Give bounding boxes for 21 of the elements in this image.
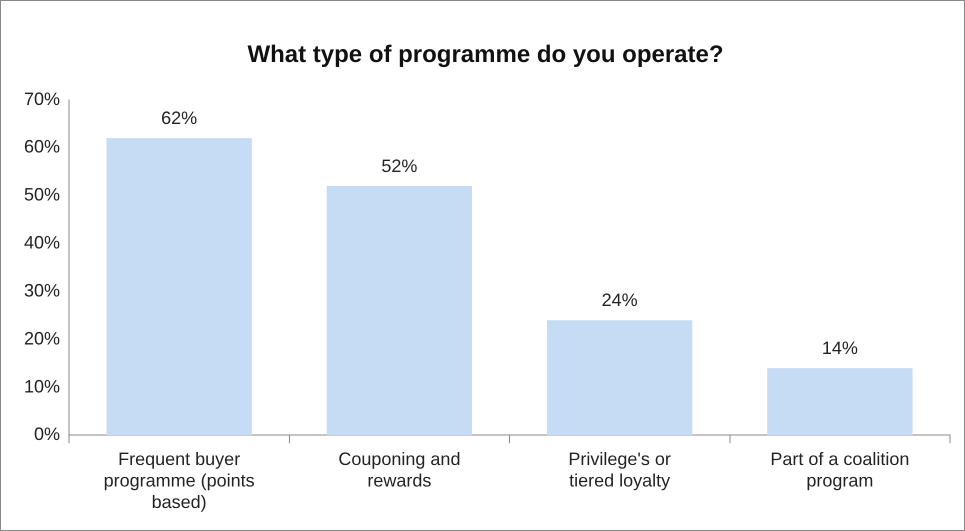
data-label: 62% [161,108,198,128]
y-tick-label: 10% [24,376,60,396]
data-label: 14% [822,338,858,358]
x-tick-label: Couponing and rewards [338,448,460,491]
y-tick-label: 60% [24,136,60,157]
chart-title: What type of programme do you operate? [247,41,724,68]
y-tick-label: 40% [24,232,60,253]
data-label: 52% [381,156,418,176]
bar [326,186,472,436]
y-tick-label: 0% [34,424,60,444]
x-tick-label: Part of a coalition program [770,448,910,491]
data-label: 24% [602,290,638,310]
bar [106,138,252,436]
y-tick-label: 70% [24,88,60,109]
x-tick-label: Frequent buyer programme (points based) [104,448,255,512]
bar [546,320,692,436]
bar [767,368,913,436]
y-tick-label: 20% [24,328,60,348]
y-tick-label: 50% [24,184,60,205]
y-tick-label: 30% [24,280,60,300]
x-tick-label: Privilege's or tiered loyalty [568,448,671,491]
